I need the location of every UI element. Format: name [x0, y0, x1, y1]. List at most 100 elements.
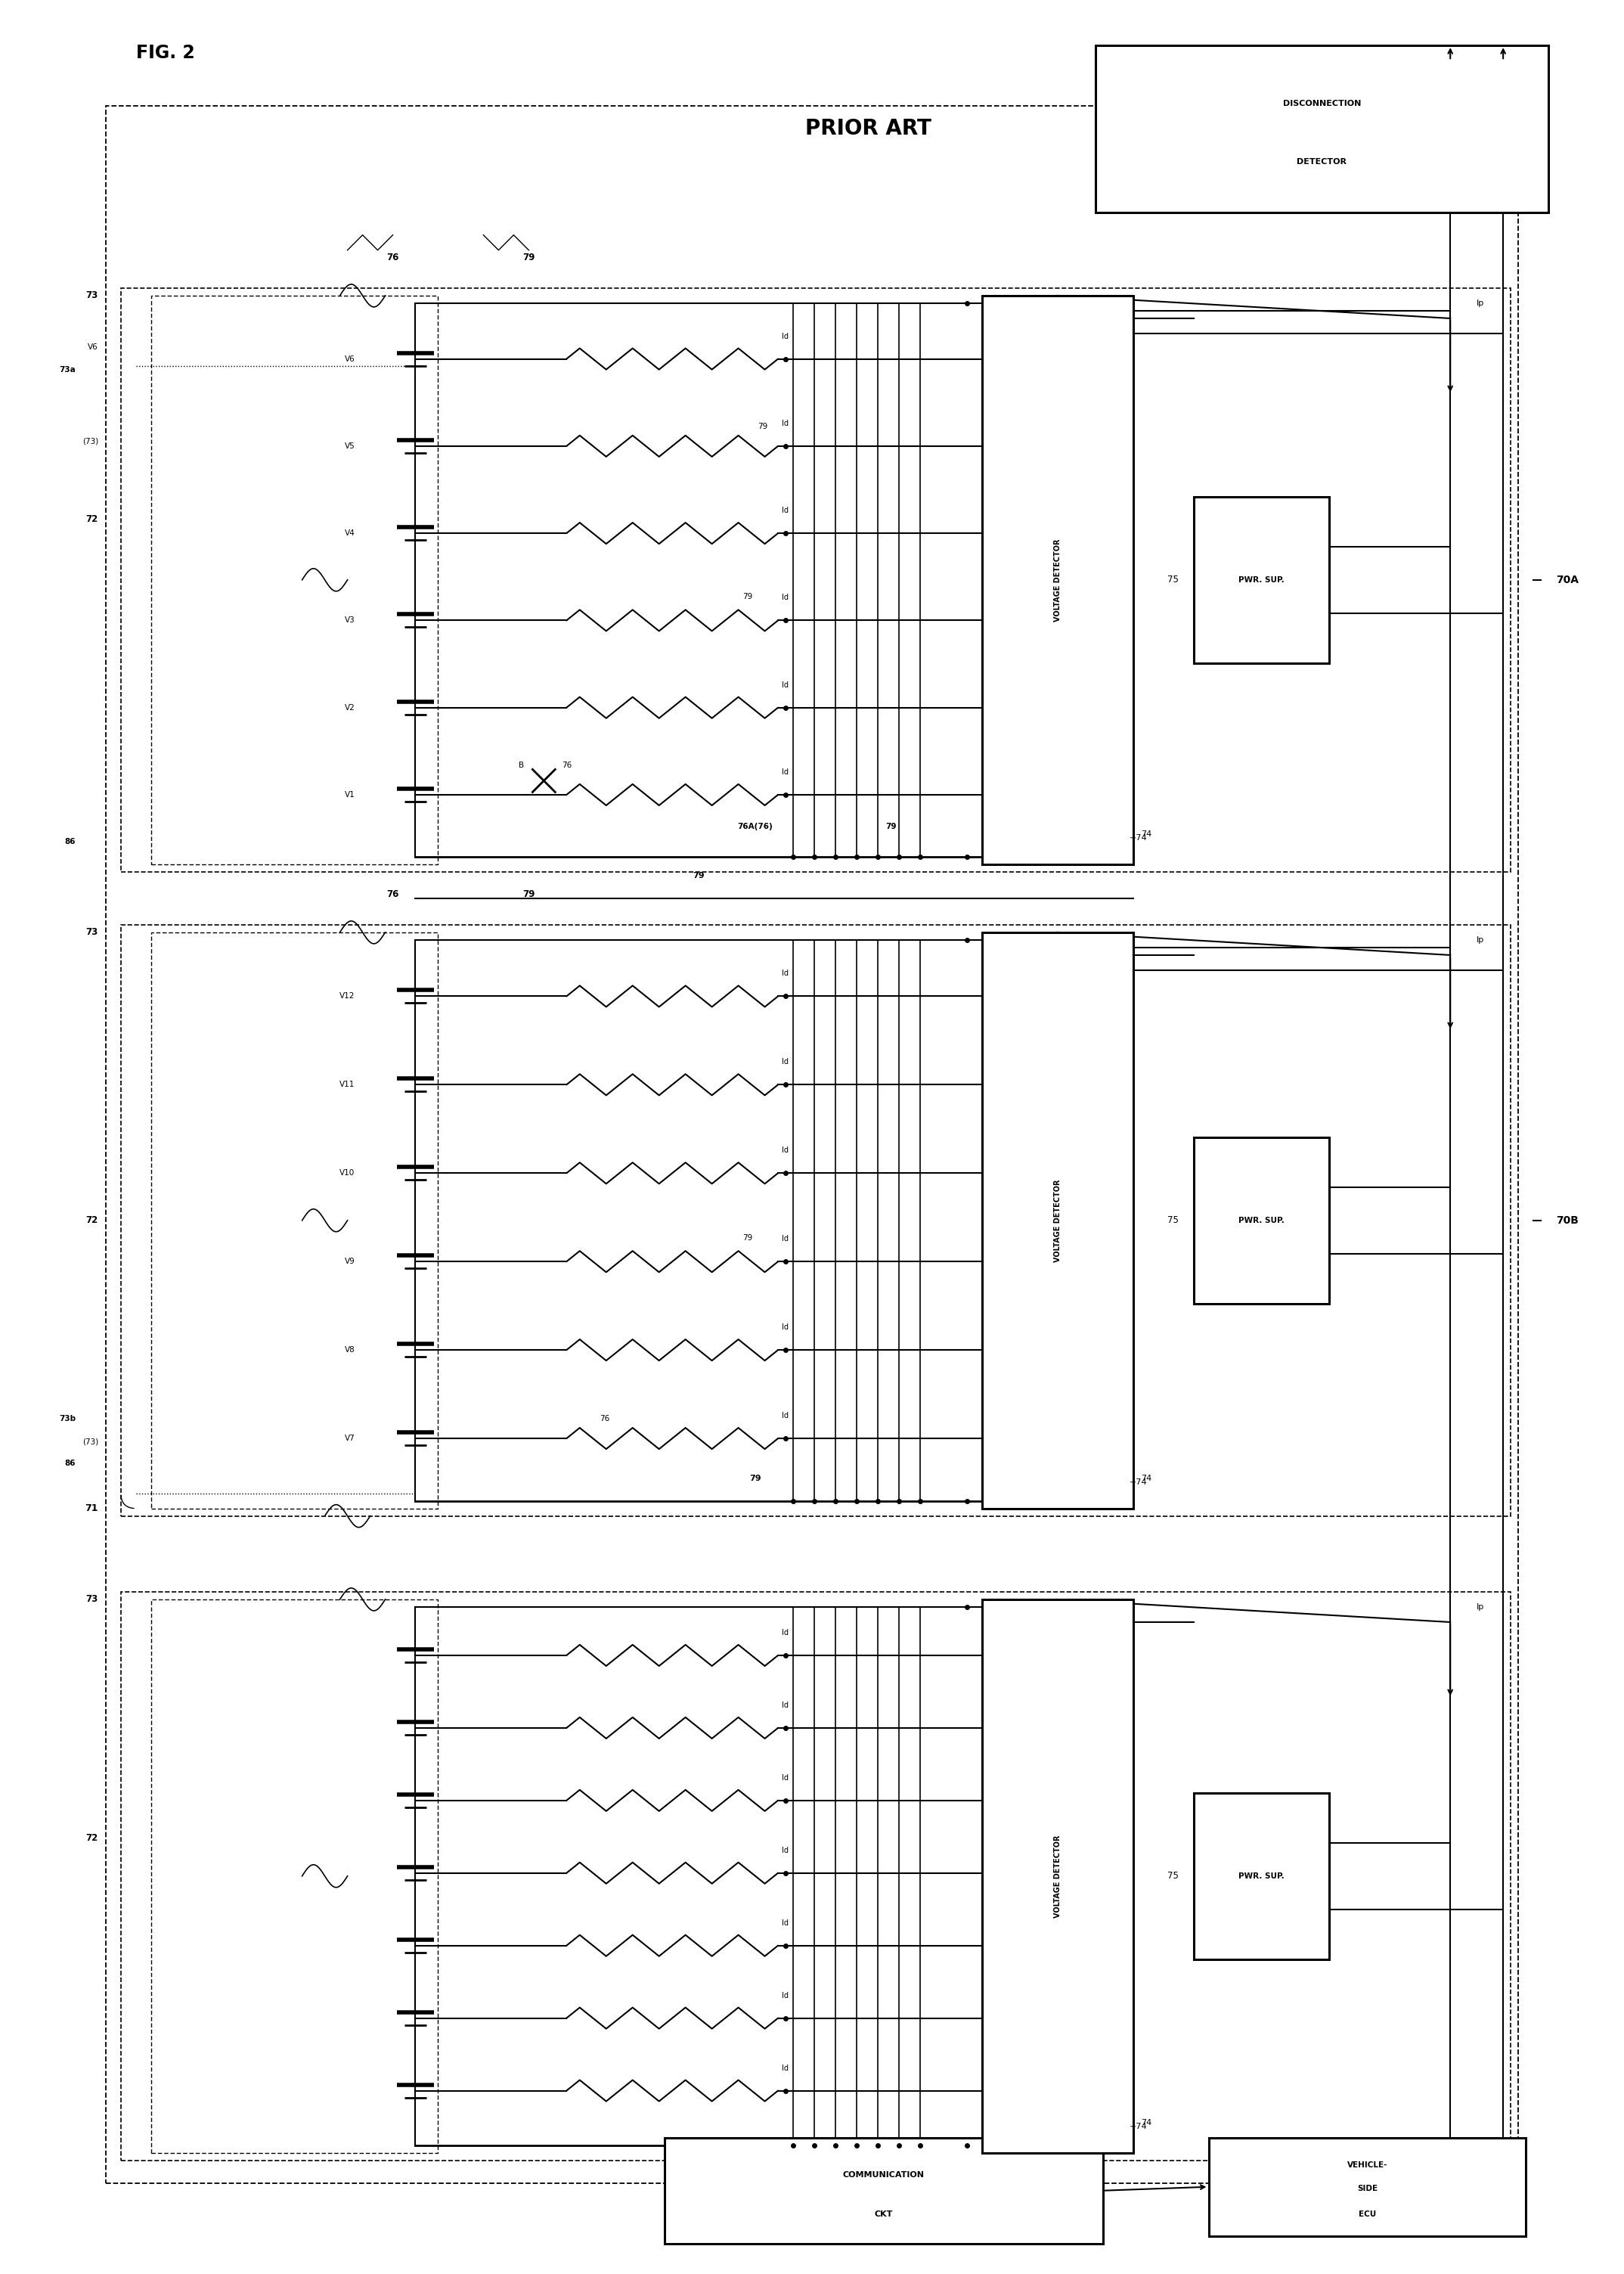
Text: V9: V9 [344, 1258, 356, 1264]
Bar [106, 107, 1518, 2183]
Bar [1208, 2138, 1527, 2235]
Text: V7: V7 [344, 1435, 356, 1442]
Text: Id: Id [781, 594, 789, 600]
Text: VOLTAGE DETECTOR: VOLTAGE DETECTOR [1054, 539, 1060, 621]
Text: DETECTOR: DETECTOR [1298, 159, 1346, 166]
Text: PWR. SUP.: PWR. SUP. [1239, 1872, 1285, 1881]
Text: 86: 86 [65, 837, 76, 846]
Bar [1194, 1792, 1330, 1960]
Text: V6: V6 [344, 355, 356, 362]
Text: 76: 76 [562, 762, 572, 769]
Text: VOLTAGE DETECTOR: VOLTAGE DETECTOR [1054, 1835, 1060, 1917]
Bar [1194, 1137, 1330, 1303]
Text: 79: 79 [523, 252, 534, 262]
Text: COMMUNICATION: COMMUNICATION [843, 2172, 924, 2178]
Bar [983, 932, 1134, 1508]
Text: 79: 79 [742, 1235, 754, 1242]
Text: 76: 76 [387, 252, 400, 262]
Text: ∔74: ∔74 [1129, 835, 1147, 841]
Text: V10: V10 [339, 1169, 356, 1178]
Text: V1: V1 [344, 791, 356, 798]
Text: 75: 75 [1168, 1872, 1179, 1881]
Bar [664, 2138, 1103, 2244]
Text: Id: Id [781, 1774, 789, 1781]
Text: 73: 73 [86, 928, 97, 937]
Bar [983, 1599, 1134, 2153]
Text: SIDE: SIDE [1358, 2185, 1377, 2192]
Bar [120, 926, 1510, 1517]
Text: FIG. 2: FIG. 2 [136, 43, 195, 61]
Bar [1194, 496, 1330, 664]
Text: V6: V6 [88, 343, 97, 350]
Text: Id: Id [781, 969, 789, 978]
Text: Id: Id [781, 507, 789, 514]
Text: 79: 79 [758, 423, 768, 430]
Text: CKT: CKT [875, 2210, 893, 2217]
Text: B: B [518, 762, 525, 769]
Text: ∔74: ∔74 [1129, 2122, 1147, 2131]
Text: Id: Id [781, 769, 789, 775]
Text: 86: 86 [65, 1460, 76, 1467]
Text: Id: Id [781, 682, 789, 689]
Text: DISCONNECTION: DISCONNECTION [1283, 100, 1361, 107]
Text: (73): (73) [83, 439, 97, 446]
Text: Id: Id [781, 1701, 789, 1710]
Text: 76: 76 [599, 1414, 609, 1424]
Text: 79: 79 [523, 889, 534, 898]
Text: 74: 74 [1140, 2119, 1151, 2126]
Text: V3: V3 [344, 616, 356, 623]
Text: 76A(76): 76A(76) [737, 823, 773, 830]
Text: Ip: Ip [1476, 300, 1484, 307]
Text: Id: Id [781, 2065, 789, 2072]
Text: 72: 72 [86, 514, 97, 523]
Text: ECU: ECU [1358, 2210, 1376, 2217]
Text: Id: Id [781, 1992, 789, 1999]
Text: V8: V8 [344, 1346, 356, 1353]
Bar [120, 289, 1510, 871]
Text: 75: 75 [1168, 1217, 1179, 1226]
Text: PWR. SUP.: PWR. SUP. [1239, 575, 1285, 584]
Text: 70B: 70B [1556, 1214, 1579, 1226]
Text: (73): (73) [83, 1437, 97, 1446]
Text: Id: Id [781, 1846, 789, 1853]
Text: Id: Id [781, 332, 789, 339]
Text: PRIOR ART: PRIOR ART [806, 118, 932, 139]
Bar [1095, 45, 1548, 211]
Text: 74: 74 [1140, 1474, 1151, 1483]
Text: Id: Id [781, 1323, 789, 1330]
Text: 70A: 70A [1556, 575, 1579, 584]
Text: 79: 79 [885, 823, 896, 830]
Text: V5: V5 [344, 443, 356, 450]
Text: 73: 73 [86, 1594, 97, 1603]
Text: Id: Id [781, 1919, 789, 1926]
Text: Id: Id [781, 1057, 789, 1067]
Text: Id: Id [781, 421, 789, 428]
Text: Id: Id [781, 1628, 789, 1637]
Text: 79: 79 [742, 594, 754, 600]
Text: 71: 71 [84, 1503, 97, 1512]
Text: 73: 73 [86, 291, 97, 300]
Text: 79: 79 [693, 871, 705, 880]
Text: 79: 79 [749, 1474, 762, 1483]
Text: VOLTAGE DETECTOR: VOLTAGE DETECTOR [1054, 1178, 1060, 1262]
Text: PWR. SUP.: PWR. SUP. [1239, 1217, 1285, 1223]
Bar [151, 1599, 438, 2153]
Text: V12: V12 [339, 991, 356, 1001]
Text: 76: 76 [387, 889, 400, 898]
Text: 73a: 73a [58, 366, 76, 373]
Bar [983, 296, 1134, 864]
Text: VEHICLE-: VEHICLE- [1346, 2160, 1387, 2169]
Bar [120, 1592, 1510, 2160]
Text: 72: 72 [86, 1833, 97, 1842]
Text: 75: 75 [1168, 575, 1179, 584]
Text: V11: V11 [339, 1080, 356, 1089]
Text: ∔74: ∔74 [1129, 1478, 1147, 1485]
Bar [151, 932, 438, 1508]
Bar [151, 296, 438, 864]
Text: Id: Id [781, 1235, 789, 1242]
Text: 72: 72 [86, 1217, 97, 1226]
Text: Id: Id [781, 1146, 789, 1155]
Text: 74: 74 [1140, 830, 1151, 837]
Text: Id: Id [781, 1412, 789, 1419]
Text: Ip: Ip [1476, 937, 1484, 944]
